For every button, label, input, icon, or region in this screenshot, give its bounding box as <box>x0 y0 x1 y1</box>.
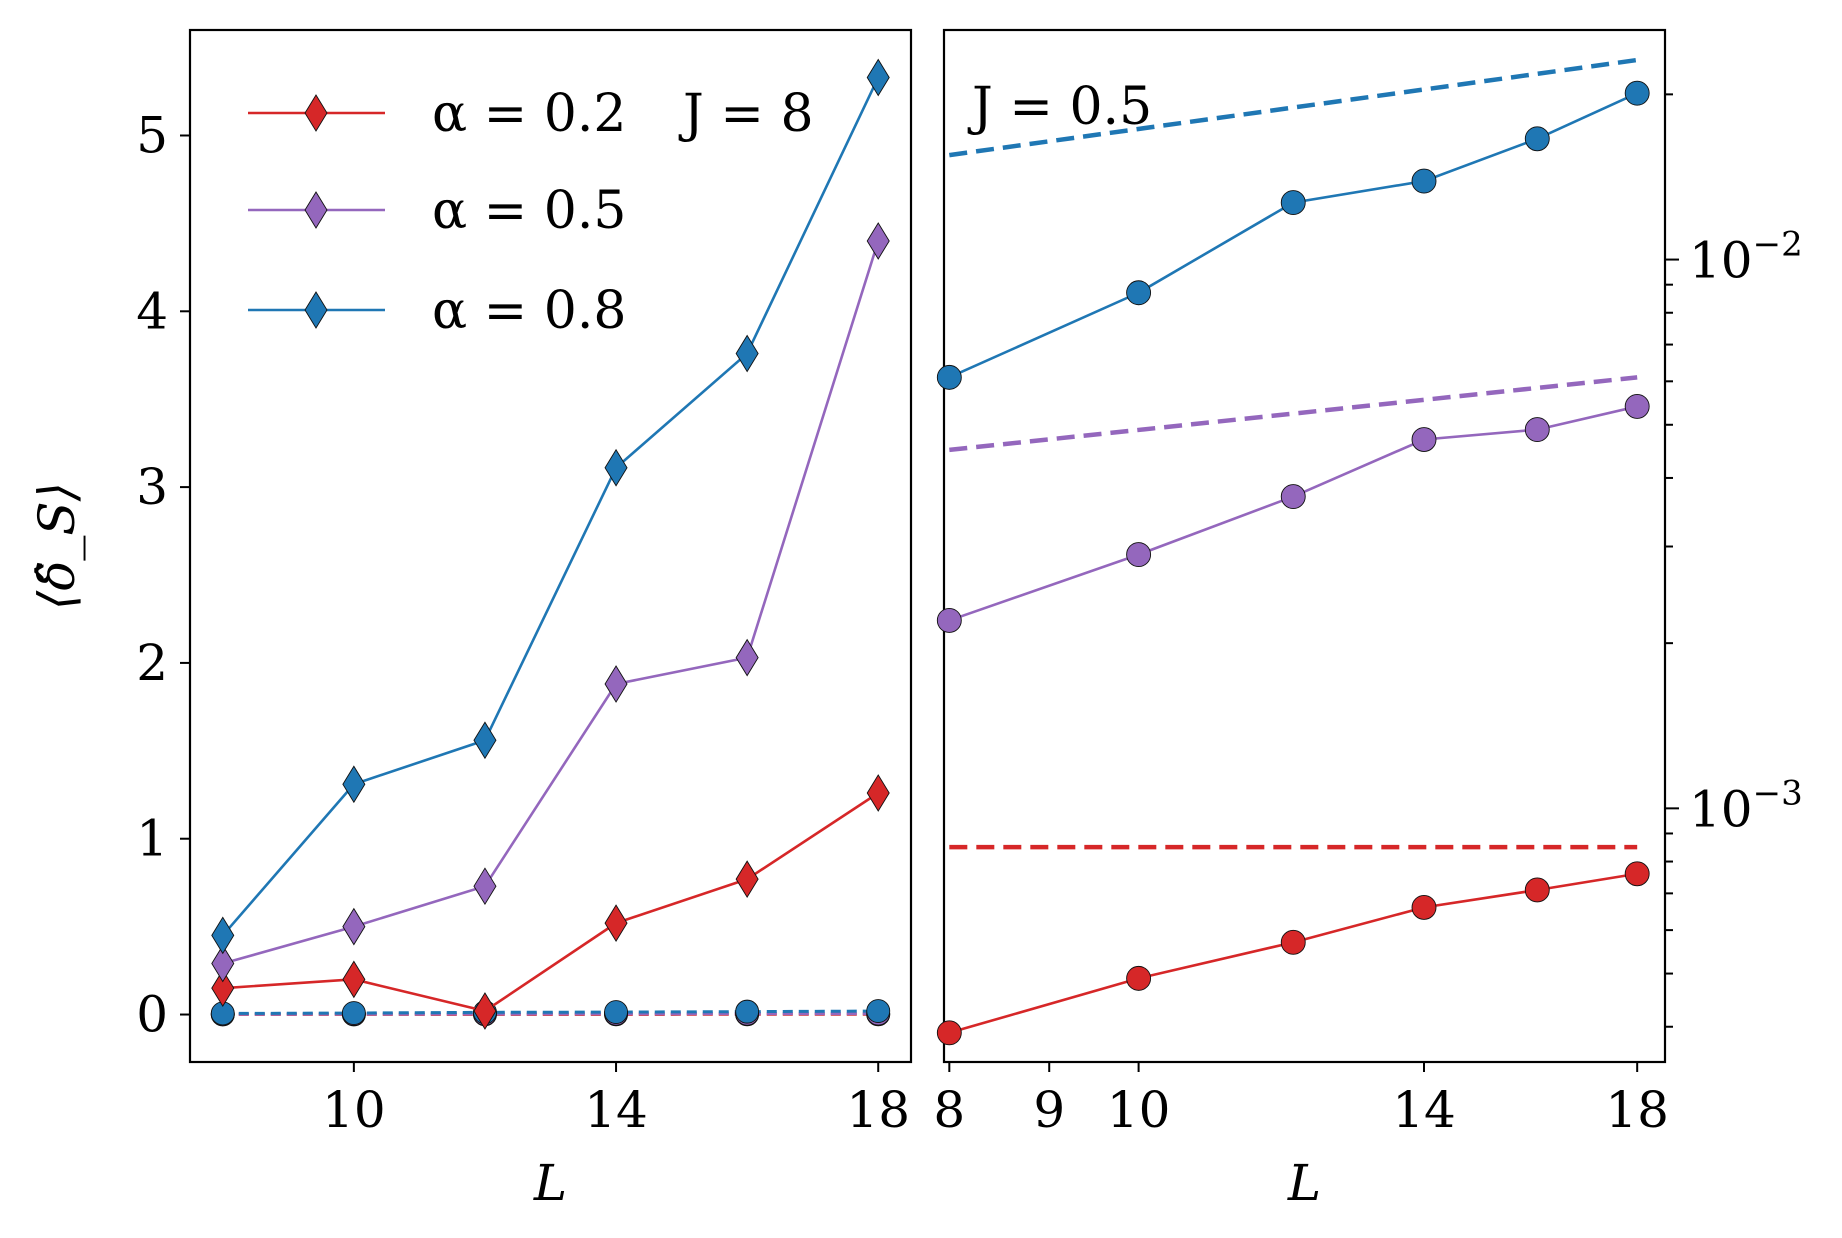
series-line <box>221 76 880 937</box>
data-point <box>604 448 628 487</box>
data-point <box>866 774 890 812</box>
data-point <box>473 867 497 906</box>
x-tick-label: 9 <box>1033 1081 1065 1139</box>
y-tick-label: 0 <box>136 986 168 1044</box>
y-tick-label: 10−3 <box>1689 773 1803 838</box>
data-point <box>1624 861 1650 887</box>
data-point <box>604 665 628 703</box>
y-tick-label: 10−2 <box>1689 225 1803 290</box>
x-axis-title: L <box>1287 1154 1321 1212</box>
x-tick-label: 10 <box>322 1081 386 1139</box>
y-tick-label: 5 <box>136 106 168 164</box>
data-point <box>1280 190 1306 216</box>
data-point <box>936 364 962 390</box>
y-tick-exponent: −2 <box>1753 225 1803 265</box>
data-point <box>866 222 890 260</box>
data-point <box>342 907 366 946</box>
reference-point <box>604 1000 628 1025</box>
data-point <box>735 334 759 373</box>
reference-line <box>222 1009 879 1015</box>
data-point <box>735 638 759 677</box>
reference-point <box>341 1001 366 1025</box>
data-point <box>735 860 759 899</box>
series-line <box>222 240 880 965</box>
data-point <box>1126 965 1152 991</box>
legend-marker <box>304 191 328 229</box>
data-point <box>1624 80 1650 106</box>
left-axes-frame <box>188 28 913 1064</box>
panel-annotation: J = 8 <box>678 84 814 144</box>
data-point <box>473 721 497 760</box>
data-point <box>936 607 962 633</box>
y-tick-base: 10 <box>1689 232 1753 290</box>
data-point <box>473 992 497 1030</box>
data-point <box>1280 484 1306 509</box>
fit-line <box>949 375 1638 453</box>
data-point <box>866 58 890 97</box>
legend-marker <box>304 291 328 329</box>
data-point <box>604 904 628 942</box>
data-point <box>1524 877 1550 903</box>
x-axis-title: L <box>533 1154 567 1212</box>
legend-label: α = 0.8 <box>432 281 626 341</box>
x-tick-label: 8 <box>933 1081 965 1139</box>
data-point <box>1126 542 1152 568</box>
data-point <box>342 765 366 804</box>
data-point <box>1624 393 1650 419</box>
legend-label: α = 0.5 <box>432 181 626 241</box>
data-point <box>211 916 235 955</box>
y-tick-base: 10 <box>1689 780 1753 838</box>
y-tick-exponent: −3 <box>1753 773 1803 813</box>
y-tick-label: 2 <box>136 634 168 692</box>
series-line <box>948 872 1638 1035</box>
series-line <box>948 405 1638 622</box>
x-tick-label: 14 <box>1392 1081 1456 1139</box>
reference-point <box>735 999 760 1024</box>
data-point <box>1280 929 1306 955</box>
data-point <box>1126 280 1152 306</box>
data-point <box>1524 126 1550 152</box>
right-axes-frame <box>942 28 1667 1064</box>
reference-point <box>866 999 891 1024</box>
x-tick-label: 18 <box>846 1081 910 1139</box>
data-point <box>211 969 235 1008</box>
panel-annotation: J = 0.5 <box>967 77 1152 137</box>
x-tick-label: 18 <box>1605 1081 1669 1139</box>
data-point <box>342 960 366 999</box>
x-tick-label: 14 <box>584 1081 648 1139</box>
y-tick-label: 1 <box>136 810 168 868</box>
data-point <box>1411 894 1437 920</box>
y-tick-label: 4 <box>136 282 168 340</box>
data-point <box>1411 168 1437 194</box>
reference-line <box>222 1012 879 1016</box>
fit-line <box>949 57 1638 158</box>
y-tick-label: 3 <box>136 458 168 516</box>
data-point <box>211 944 235 983</box>
data-point <box>936 1020 962 1046</box>
x-tick-label: 10 <box>1107 1081 1171 1139</box>
legend-label: α = 0.2 <box>432 84 626 144</box>
data-point <box>1524 417 1550 443</box>
data-point <box>1411 427 1437 452</box>
y-axis-title: ⟨δ̂_S⟩ <box>28 482 86 610</box>
series-line <box>948 91 1638 379</box>
left-panel: 0 1 2 3 4 5 10 14 18 L ⟨δ̂_S⟩ α = 0.2 α = 0.5 α = 0.8… <box>28 28 913 1212</box>
series-line <box>222 791 879 1013</box>
legend-marker <box>304 94 328 132</box>
